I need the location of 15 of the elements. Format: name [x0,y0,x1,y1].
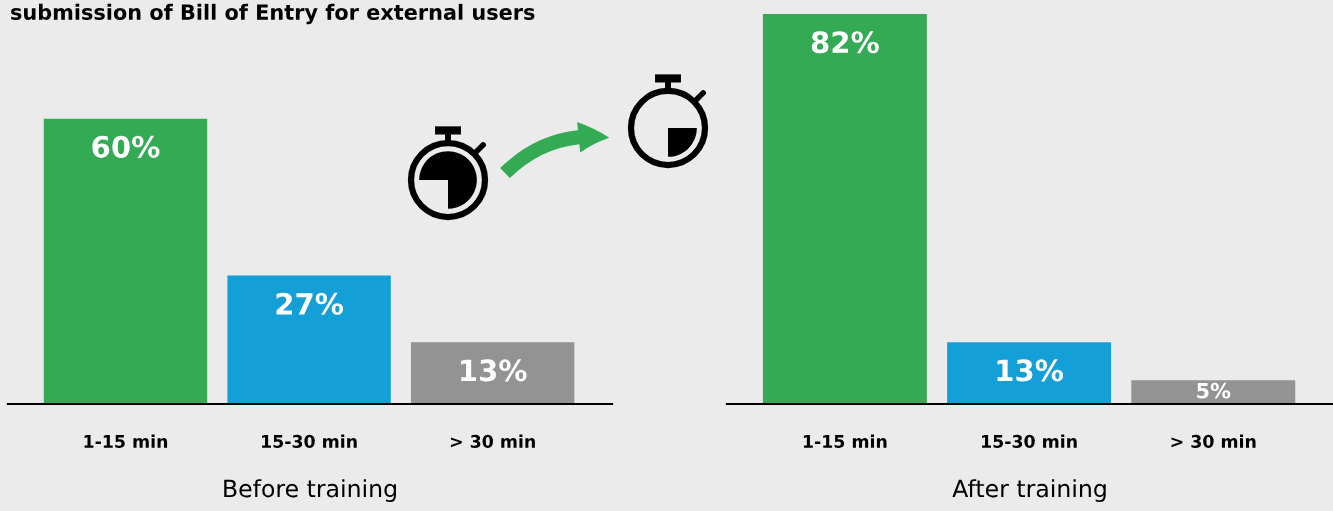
x-axis-title: After training [952,479,1106,502]
x-tick-label: 15-30 min [982,434,1077,448]
x-tick-label: > 30 min [450,434,535,448]
data-label: 82% [811,31,879,54]
x-tick-label: 1-15 min [803,434,887,448]
data-label: 60% [92,135,160,158]
data-label: 5% [1197,382,1231,399]
x-tick-label: > 30 min [1171,434,1256,448]
data-label: 13% [461,359,527,382]
x-axis-title: Before training [224,479,396,502]
x-tick-label: 15-30 min [262,434,357,448]
chart-title: submission of Bill of Entry for external users [11,3,535,25]
data-label: 27% [276,292,344,315]
x-tick-label: 1-15 min [84,434,168,448]
data-label: 13% [997,359,1064,382]
